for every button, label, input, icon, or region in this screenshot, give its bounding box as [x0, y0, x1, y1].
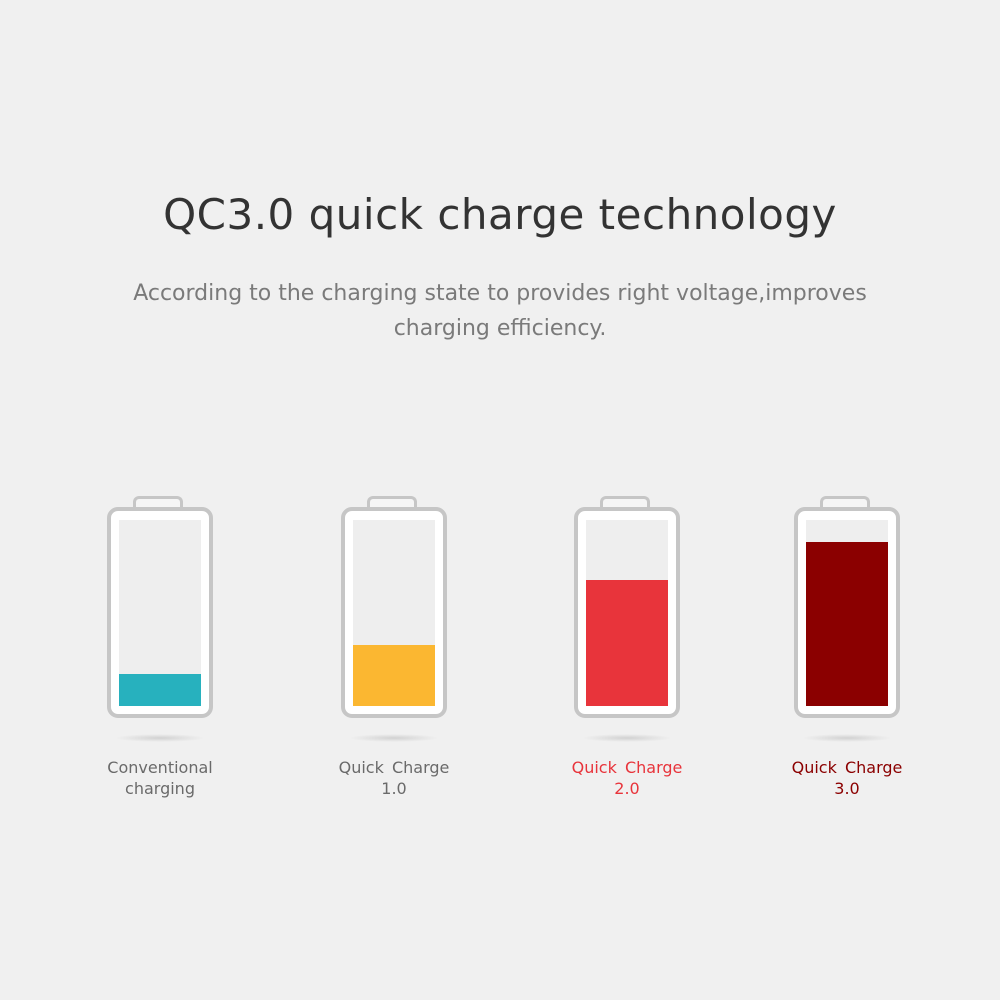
- battery-inner: [119, 520, 201, 706]
- battery-cap: [820, 496, 870, 510]
- battery-shadow: [582, 734, 672, 742]
- battery-label-line1: Quick Charge: [338, 758, 450, 777]
- battery-inner: [586, 520, 668, 706]
- battery-cap: [133, 496, 183, 510]
- battery-icon: [794, 496, 900, 718]
- battery-label: Quick Charge 1.0: [314, 757, 474, 799]
- battery-label-line2: 1.0: [381, 779, 407, 798]
- battery-body: [574, 507, 680, 718]
- battery-inner: [353, 520, 435, 706]
- battery-icon: [341, 496, 447, 718]
- page-title: QC3.0 quick charge technology: [163, 190, 837, 239]
- battery-level-fill: [586, 579, 668, 706]
- battery-label-line2: 2.0: [614, 779, 640, 798]
- battery-label-line2: charging: [125, 779, 195, 798]
- battery-cap: [367, 496, 417, 510]
- battery-cap: [600, 496, 650, 510]
- battery-shadow: [802, 734, 892, 742]
- battery-label-line1: Quick Charge: [791, 758, 903, 777]
- battery-label-line1: Conventional: [107, 758, 213, 777]
- page-subtitle: According to the charging state to provi…: [133, 281, 867, 341]
- battery-shadow: [115, 734, 205, 742]
- battery-inner: [806, 520, 888, 706]
- battery-label-line1: Quick Charge: [571, 758, 683, 777]
- battery-label: Conventional charging: [80, 757, 240, 799]
- battery-body: [794, 507, 900, 718]
- battery-label: Quick Charge 2.0: [547, 757, 707, 799]
- battery-body: [341, 507, 447, 718]
- battery-level-fill: [806, 542, 888, 706]
- battery-shadow: [349, 734, 439, 742]
- battery-label: Quick Charge 3.0: [767, 757, 927, 799]
- battery-level-fill: [119, 674, 201, 706]
- battery-level-fill: [353, 644, 435, 706]
- battery-icon: [107, 496, 213, 718]
- battery-body: [107, 507, 213, 718]
- battery-label-line2: 3.0: [834, 779, 860, 798]
- battery-icon: [574, 496, 680, 718]
